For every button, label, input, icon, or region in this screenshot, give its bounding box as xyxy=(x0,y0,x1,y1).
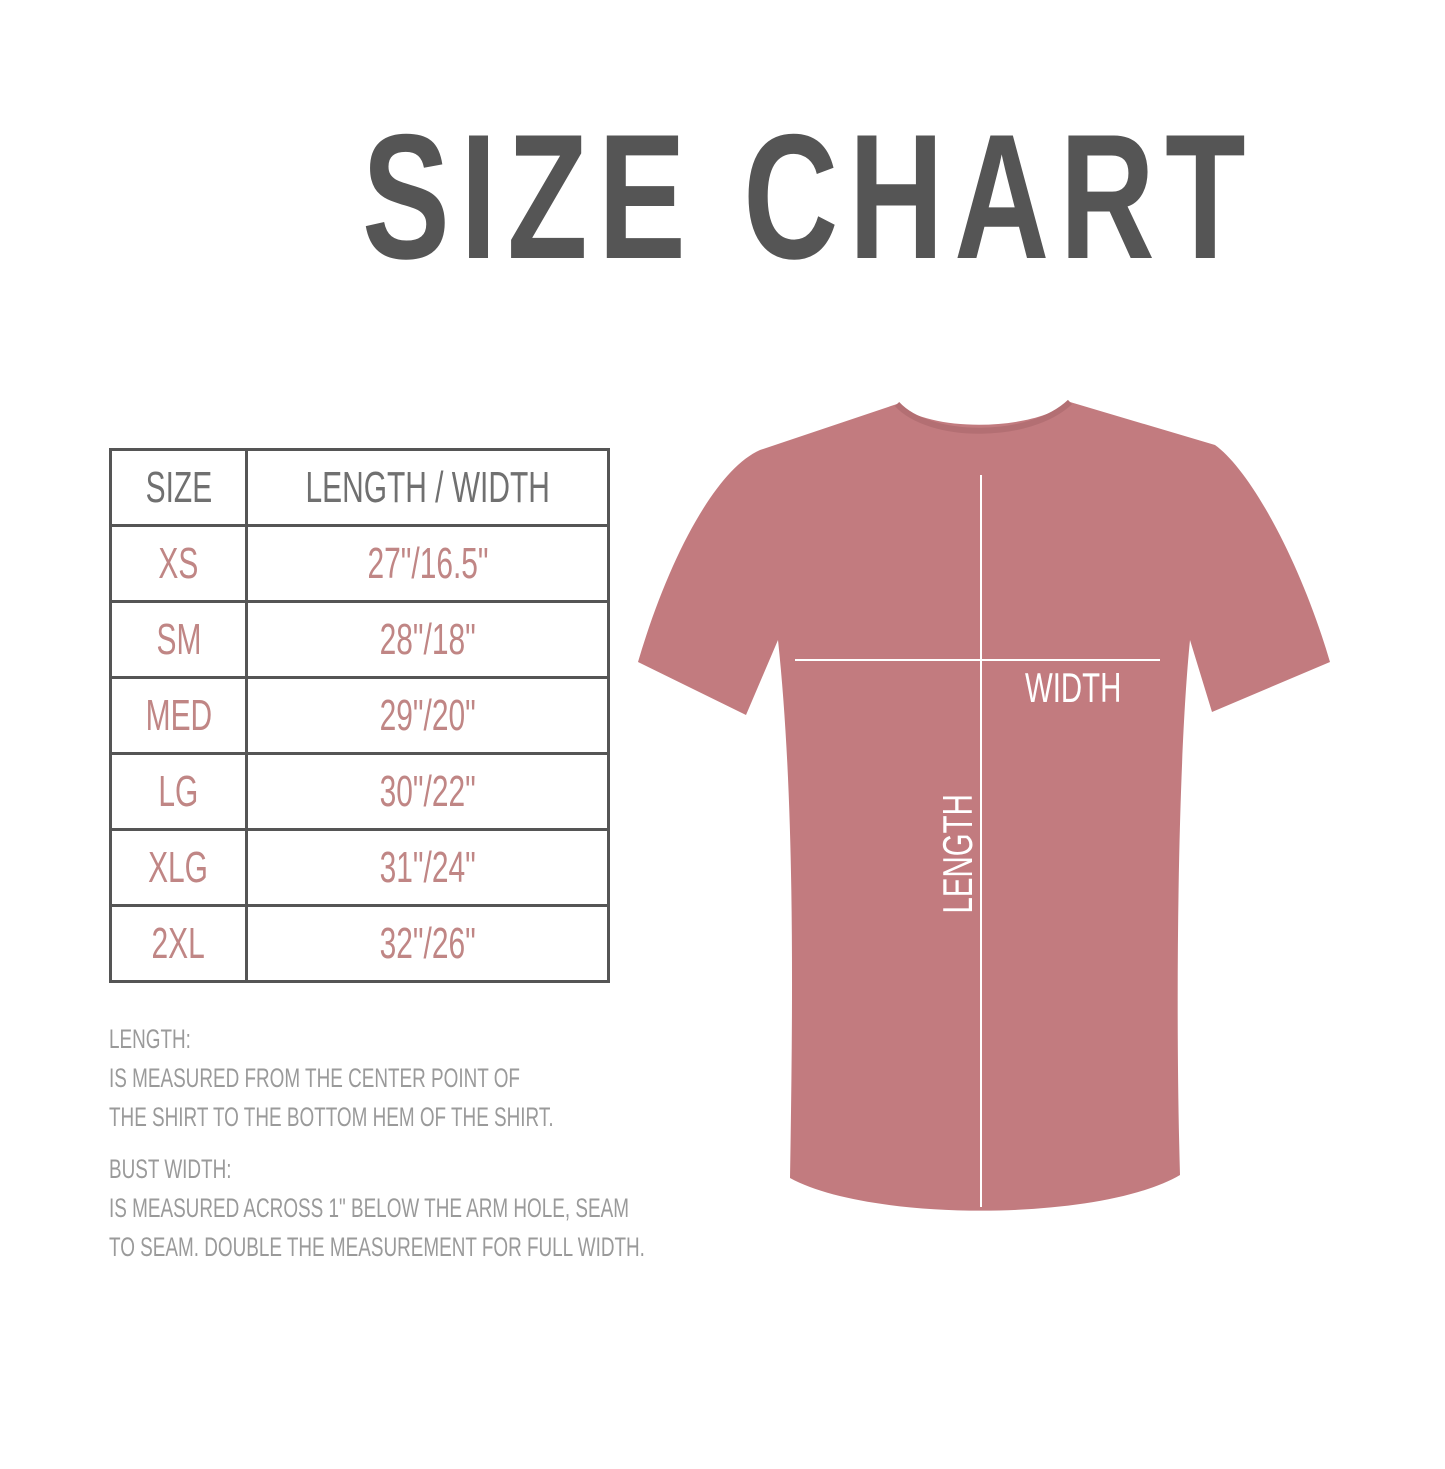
width-note: BUST WIDTH: IS MEASURED ACROSS 1" BELOW … xyxy=(109,1150,645,1267)
measure-cell: 27"/16.5" xyxy=(367,538,489,588)
table-row: XLG 31"/24" xyxy=(109,828,611,907)
table-row: 2XL 32"/26" xyxy=(109,904,611,983)
measure-cell: 28"/18" xyxy=(379,614,476,664)
measure-cell: 30"/22" xyxy=(379,766,476,816)
width-note-line: TO SEAM. DOUBLE THE MEASUREMENT FOR FULL… xyxy=(109,1232,645,1262)
length-note-line: IS MEASURED FROM THE CENTER POINT OF xyxy=(109,1063,520,1093)
table-row: MED 29"/20" xyxy=(109,676,611,755)
measure-cell: 32"/26" xyxy=(379,918,476,968)
tshirt-shape xyxy=(638,402,1330,1211)
size-cell: XLG xyxy=(148,842,209,892)
length-note-heading: LENGTH: xyxy=(109,1024,191,1054)
measure-cell: 29"/20" xyxy=(379,690,476,740)
length-note: LENGTH: IS MEASURED FROM THE CENTER POIN… xyxy=(109,1020,554,1137)
size-cell: LG xyxy=(158,766,199,816)
size-table: SIZE LENGTH / WIDTH XS 27"/16.5" SM 28"/… xyxy=(109,448,611,983)
width-note-heading: BUST WIDTH: xyxy=(109,1154,232,1184)
header-length-width: LENGTH / WIDTH xyxy=(305,462,550,512)
width-note-line: IS MEASURED ACROSS 1" BELOW THE ARM HOLE… xyxy=(109,1193,629,1223)
size-cell: SM xyxy=(156,614,201,664)
size-cell: MED xyxy=(145,690,212,740)
table-row: SM 28"/18" xyxy=(109,600,611,679)
table-row: XS 27"/16.5" xyxy=(109,524,611,603)
length-note-line: THE SHIRT TO THE BOTTOM HEM OF THE SHIRT… xyxy=(109,1102,554,1132)
header-size: SIZE xyxy=(145,462,212,512)
width-label: WIDTH xyxy=(1025,664,1122,711)
size-cell: 2XL xyxy=(151,918,206,968)
page-title: SIZE CHART xyxy=(362,97,1256,296)
collar xyxy=(894,399,1073,434)
size-cell: XS xyxy=(158,538,199,588)
measure-cell: 31"/24" xyxy=(379,842,476,892)
table-header-row: SIZE LENGTH / WIDTH xyxy=(109,448,611,527)
table-row: LG 30"/22" xyxy=(109,752,611,831)
length-label: LENGTH xyxy=(934,794,981,914)
